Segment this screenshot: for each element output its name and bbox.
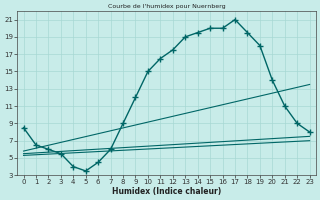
X-axis label: Humidex (Indice chaleur): Humidex (Indice chaleur) <box>112 187 221 196</box>
Title: Courbe de l'humidex pour Nuernberg: Courbe de l'humidex pour Nuernberg <box>108 4 225 9</box>
